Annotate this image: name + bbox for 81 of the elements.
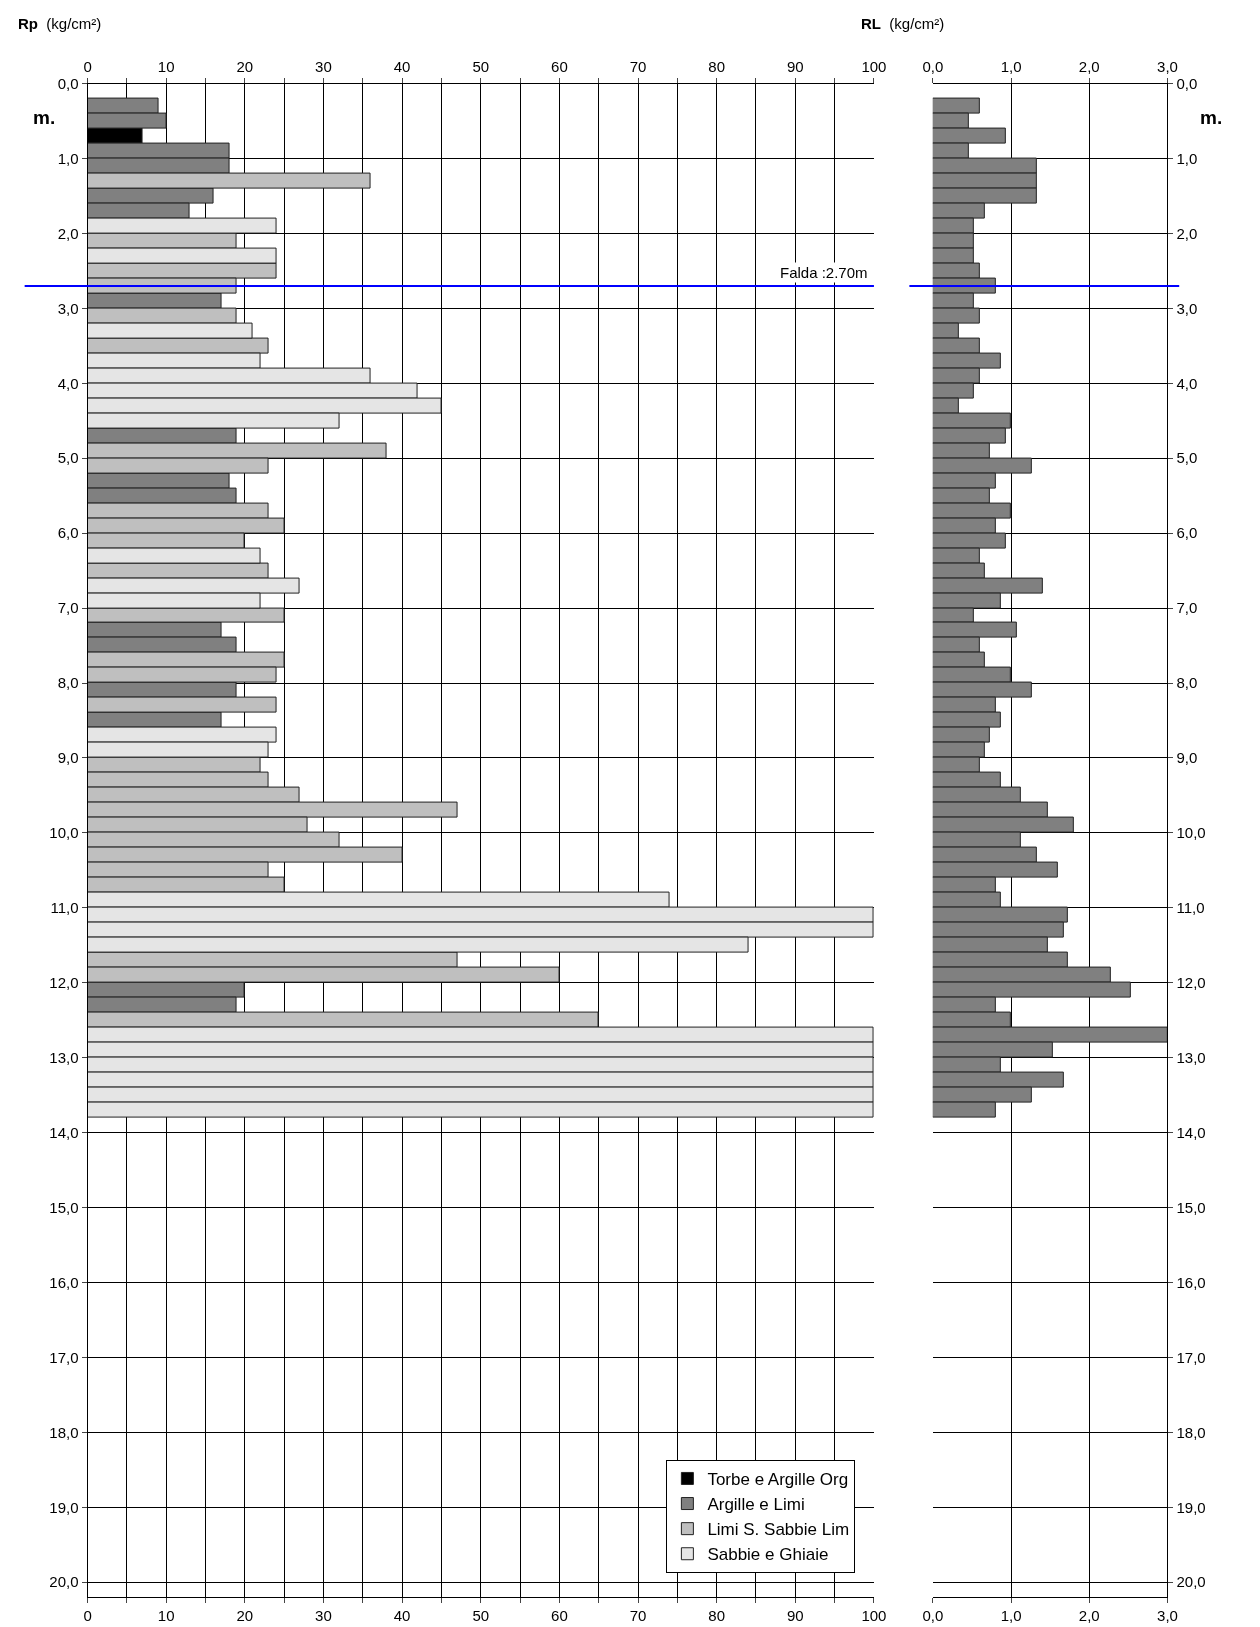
x2-tick-label: 3,0 — [1157, 1607, 1178, 1625]
x2-tick-label: 50 — [472, 1607, 490, 1625]
x2-tick-label: 80 — [708, 1607, 725, 1625]
x-tick-label: 10 — [157, 57, 175, 75]
x-tick-label: 30 — [315, 57, 332, 75]
y-tick-label: 13,0 — [49, 1048, 79, 1066]
x-tick-label: 0,0 — [922, 57, 944, 75]
y-tick-label: 11,0 — [50, 899, 79, 917]
x-tick-label: 2,0 — [1078, 57, 1100, 75]
y-tick-label: 17,0 — [49, 1348, 79, 1366]
y-tick-label: 5,0 — [57, 449, 79, 467]
x2-tick-label: 90 — [786, 1607, 804, 1625]
legend-label: Torbe e Argille Org — [707, 1470, 849, 1490]
x-axis-title: Rp (kg/cm²) — [18, 15, 102, 32]
x2-tick-label: 30 — [315, 1607, 332, 1625]
x2-tick-label: 100 — [861, 1607, 887, 1625]
y-tick-label: 8,0 — [1176, 674, 1198, 692]
x-tick-label: 60 — [551, 57, 568, 75]
y-tick-label: 16,0 — [1176, 1273, 1206, 1291]
y-tick-label: 18,0 — [1176, 1423, 1206, 1441]
x-tick-label: 1,0 — [1000, 57, 1022, 75]
y-tick-label: 9,0 — [1176, 749, 1198, 767]
y-tick-label: 15,0 — [49, 1198, 79, 1216]
x-tick-label: 20 — [236, 57, 254, 75]
x2-tick-label: 20 — [236, 1607, 254, 1625]
x2-tick-label: 0 — [83, 1607, 92, 1625]
ref-line-label: Falda :2.70m — [780, 264, 868, 281]
x2-tick-label: 40 — [393, 1607, 411, 1625]
y-tick-label: 6,0 — [57, 524, 79, 542]
y-tick-label: 8,0 — [57, 674, 79, 692]
y-tick-label: 18,0 — [49, 1423, 79, 1441]
y-tick-label: 1,0 — [57, 149, 79, 167]
y-tick-label: 16,0 — [49, 1273, 79, 1291]
y-tick-label: 0,0 — [57, 74, 79, 92]
y-tick-label: 7,0 — [1176, 599, 1198, 617]
y-tick-label: 15,0 — [1176, 1198, 1206, 1216]
y-tick-label: 14,0 — [1176, 1123, 1206, 1141]
y-tick-label: 6,0 — [1176, 524, 1198, 542]
x-tick-label: 90 — [786, 57, 804, 75]
x-axis-title: RL (kg/cm²) — [861, 15, 945, 32]
y-tick-label: 2,0 — [57, 224, 79, 242]
y-tick-label: 1,0 — [1176, 149, 1198, 167]
y-tick-label: 9,0 — [57, 749, 79, 767]
x-tick-label: 70 — [629, 57, 647, 75]
x-tick-label: 0 — [83, 57, 92, 75]
x2-tick-label: 10 — [157, 1607, 175, 1625]
y-tick-label: 3,0 — [1176, 299, 1198, 317]
legend-label: Argille e Limi — [707, 1495, 805, 1515]
y-tick-label: 11,0 — [1176, 899, 1205, 917]
x2-tick-label: 1,0 — [1000, 1607, 1022, 1625]
y-tick-label: 13,0 — [1176, 1048, 1206, 1066]
legend-label: Sabbie e Ghiaie — [707, 1545, 829, 1565]
x2-tick-label: 70 — [629, 1607, 647, 1625]
x-tick-label: 40 — [393, 57, 411, 75]
y-axis-title: m. — [33, 107, 56, 128]
y-tick-label: 12,0 — [49, 974, 79, 991]
y-tick-label: 3,0 — [57, 299, 79, 317]
y-tick-label: 10,0 — [49, 824, 79, 842]
y-tick-label: 10,0 — [1176, 824, 1206, 842]
y-tick-label: 5,0 — [1176, 449, 1198, 467]
y-tick-label: 17,0 — [1176, 1348, 1206, 1366]
x-tick-label: 100 — [861, 57, 887, 75]
x-tick-label: 80 — [708, 57, 725, 75]
y-tick-label: 20,0 — [1176, 1573, 1206, 1591]
y-tick-label: 7,0 — [57, 599, 79, 617]
x2-tick-label: 2,0 — [1078, 1607, 1100, 1625]
y-tick-label: 0,0 — [1176, 74, 1198, 92]
y-tick-label: 19,0 — [49, 1498, 79, 1516]
x-tick-label: 50 — [472, 57, 490, 75]
x2-tick-label: 60 — [551, 1607, 568, 1625]
y-tick-label: 4,0 — [1176, 374, 1198, 392]
y-tick-label: 19,0 — [1176, 1498, 1206, 1516]
y-tick-label: 2,0 — [1176, 224, 1198, 242]
y-axis-title: m. — [1200, 107, 1223, 128]
y-tick-label: 14,0 — [49, 1123, 79, 1141]
legend-label: Limi S. Sabbie Lim — [707, 1520, 850, 1540]
x-tick-label: 3,0 — [1157, 57, 1178, 75]
y-tick-label: 20,0 — [49, 1573, 79, 1591]
y-tick-label: 4,0 — [57, 374, 79, 392]
y-tick-label: 12,0 — [1176, 974, 1206, 991]
x2-tick-label: 0,0 — [922, 1607, 944, 1625]
